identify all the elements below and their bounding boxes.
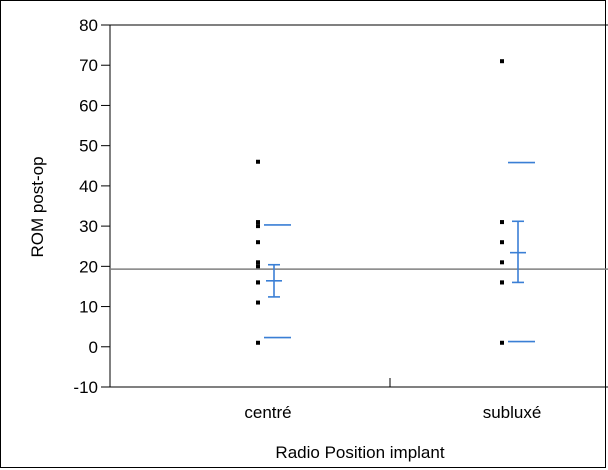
data-point — [256, 340, 260, 345]
y-tick-label: 40 — [79, 177, 98, 196]
data-point — [256, 260, 260, 265]
y-tick-label: 0 — [89, 338, 98, 357]
data-point — [256, 159, 260, 164]
y-tick-label: 50 — [79, 137, 98, 156]
data-point — [256, 300, 260, 305]
data-point — [256, 224, 260, 229]
data-point — [500, 280, 504, 285]
data-point — [256, 220, 260, 225]
data-point — [256, 280, 260, 285]
x-axis-label: Radio Position implant — [275, 443, 444, 462]
y-tick-label: -10 — [73, 378, 98, 397]
data-point — [256, 264, 260, 269]
y-tick-label: 10 — [79, 298, 98, 317]
chart-marks — [109, 24, 608, 388]
y-tick-label: 60 — [79, 96, 98, 115]
y-tick-label: 70 — [79, 56, 98, 75]
x-axis-ticks: centré subluxé — [244, 378, 541, 422]
x-tick-label: centré — [244, 403, 291, 422]
data-point — [500, 220, 504, 225]
data-point — [500, 260, 504, 265]
data-point — [256, 240, 260, 245]
y-tick-label: 20 — [79, 257, 98, 276]
y-tick-label: 80 — [79, 16, 98, 35]
data-point — [500, 59, 504, 64]
data-point — [500, 340, 504, 345]
y-tick-label: 30 — [79, 217, 98, 236]
x-tick-label: subluxé — [483, 403, 542, 422]
data-point — [500, 240, 504, 245]
y-axis-label: ROM post-op — [28, 156, 47, 257]
plot-area-border — [109, 24, 608, 388]
y-axis-ticks: -10 0 10 20 30 40 50 60 70 80 — [73, 16, 110, 397]
